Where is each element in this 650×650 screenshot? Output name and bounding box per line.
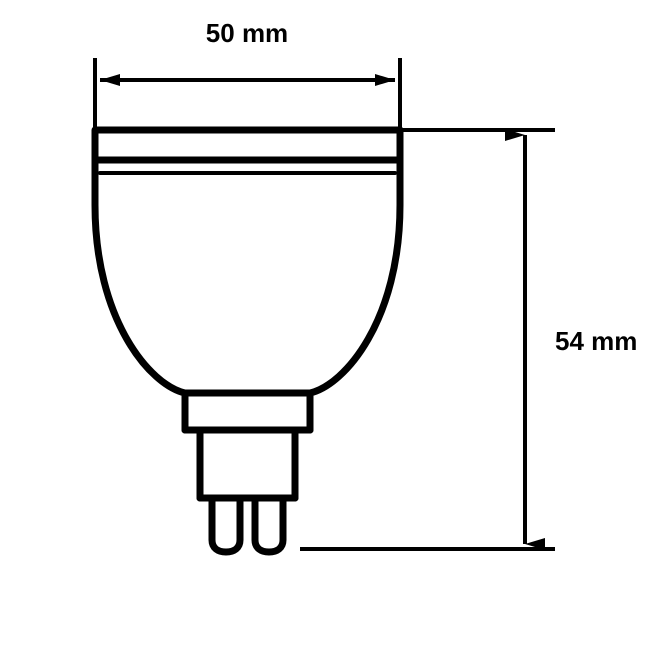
width-label: 50 mm [206, 18, 288, 48]
bulb-outline [95, 130, 400, 552]
height-dimension: 54 mm [300, 130, 637, 549]
bulb-dimension-diagram: 50 mm 54 mm [0, 0, 650, 650]
width-dimension: 50 mm [95, 18, 400, 128]
height-label: 54 mm [555, 326, 637, 356]
